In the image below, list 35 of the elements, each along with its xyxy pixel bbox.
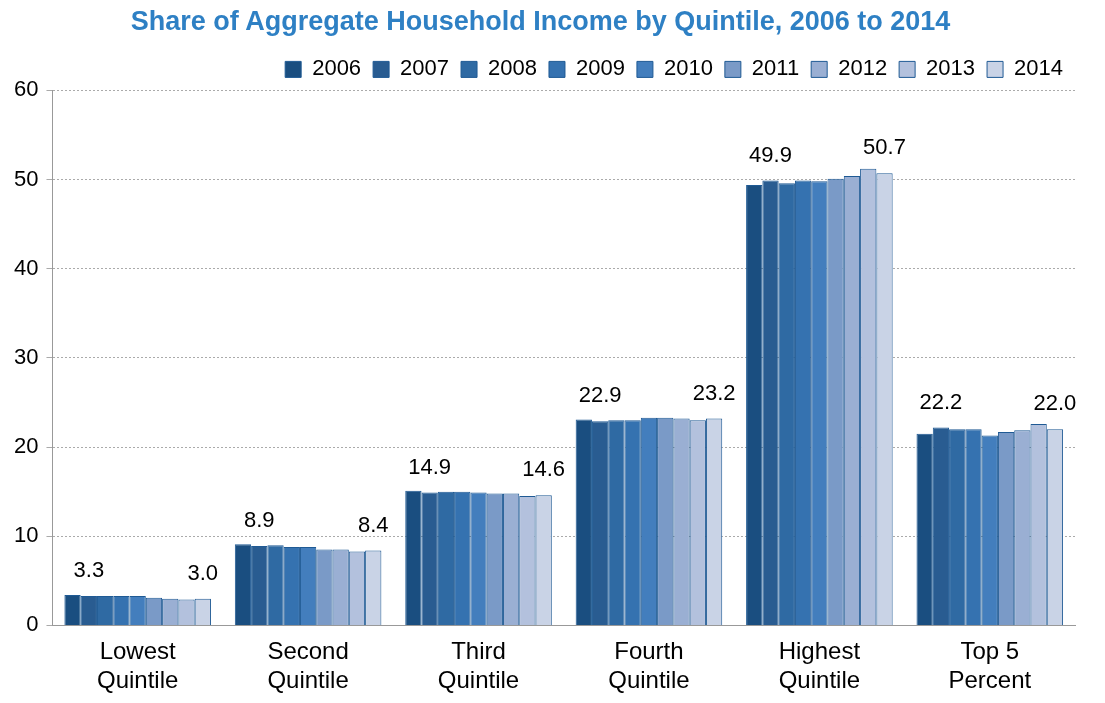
legend-label: 2008 (488, 55, 537, 81)
legend-label: 2007 (400, 55, 450, 81)
data-label: 22.9 (578, 382, 622, 408)
legend-label: 2010 (663, 55, 713, 81)
legend-label: 2012 (838, 55, 888, 81)
data-label: 49.9 (749, 141, 792, 167)
data-label: 22.2 (919, 388, 963, 414)
y-tick-label: 10 (13, 522, 39, 548)
x-tick-label: Fourth Quintile (608, 637, 690, 694)
y-tick-label: 40 (13, 254, 39, 280)
x-tick-label: Third Quintile (437, 637, 520, 694)
chart-title: Share of Aggregate Household Income by Quintile, 2006 to 2014 (130, 5, 951, 36)
legend-label: 2011 (751, 55, 800, 81)
x-tick-label: Top 5 Percent (948, 637, 1032, 694)
x-tick-label: Second Quintile (267, 637, 349, 694)
x-tick-label: Lowest Quintile (96, 637, 179, 694)
y-tick-label: 30 (13, 343, 39, 369)
x-tick-label: Highest Quintile (778, 637, 861, 694)
data-label: 3.3 (73, 557, 105, 583)
data-label: 14.6 (522, 456, 566, 482)
data-label: 14.9 (408, 453, 452, 479)
data-label: 3.0 (187, 559, 219, 585)
y-tick-label: 0 (26, 611, 39, 637)
data-label: 50.7 (863, 134, 906, 160)
legend-label: 2014 (1014, 55, 1064, 81)
data-label: 22.0 (1033, 390, 1077, 416)
data-label: 23.2 (692, 379, 736, 405)
data-label: 8.4 (357, 511, 389, 537)
y-tick-label: 60 (13, 76, 39, 102)
data-label: 8.9 (243, 507, 275, 533)
y-tick-label: 20 (13, 433, 39, 459)
legend-label: 2009 (575, 55, 625, 81)
legend-label: 2006 (312, 55, 362, 81)
legend-label: 2013 (926, 55, 976, 81)
y-tick-label: 50 (13, 165, 39, 191)
